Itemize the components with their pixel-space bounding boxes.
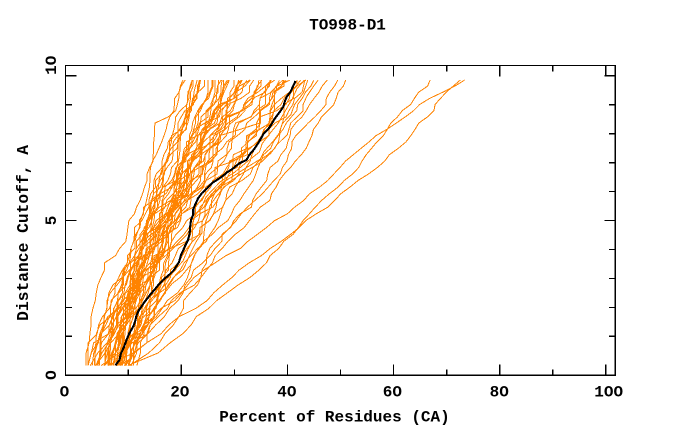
svg-text:1OO: 1OO [594, 383, 623, 401]
svg-text:O: O [43, 370, 61, 380]
svg-text:O: O [60, 383, 70, 401]
svg-text:4O: 4O [277, 383, 297, 401]
svg-text:5: 5 [43, 216, 61, 226]
svg-text:2O: 2O [170, 383, 190, 401]
svg-text:8O: 8O [490, 383, 510, 401]
svg-text:Distance Cutoff, A: Distance Cutoff, A [14, 145, 33, 321]
svg-text:TO998-D1: TO998-D1 [309, 17, 386, 35]
svg-text:1O: 1O [43, 55, 61, 75]
svg-text:6O: 6O [383, 383, 403, 401]
svg-text:Percent of Residues (CA): Percent of Residues (CA) [219, 409, 449, 427]
